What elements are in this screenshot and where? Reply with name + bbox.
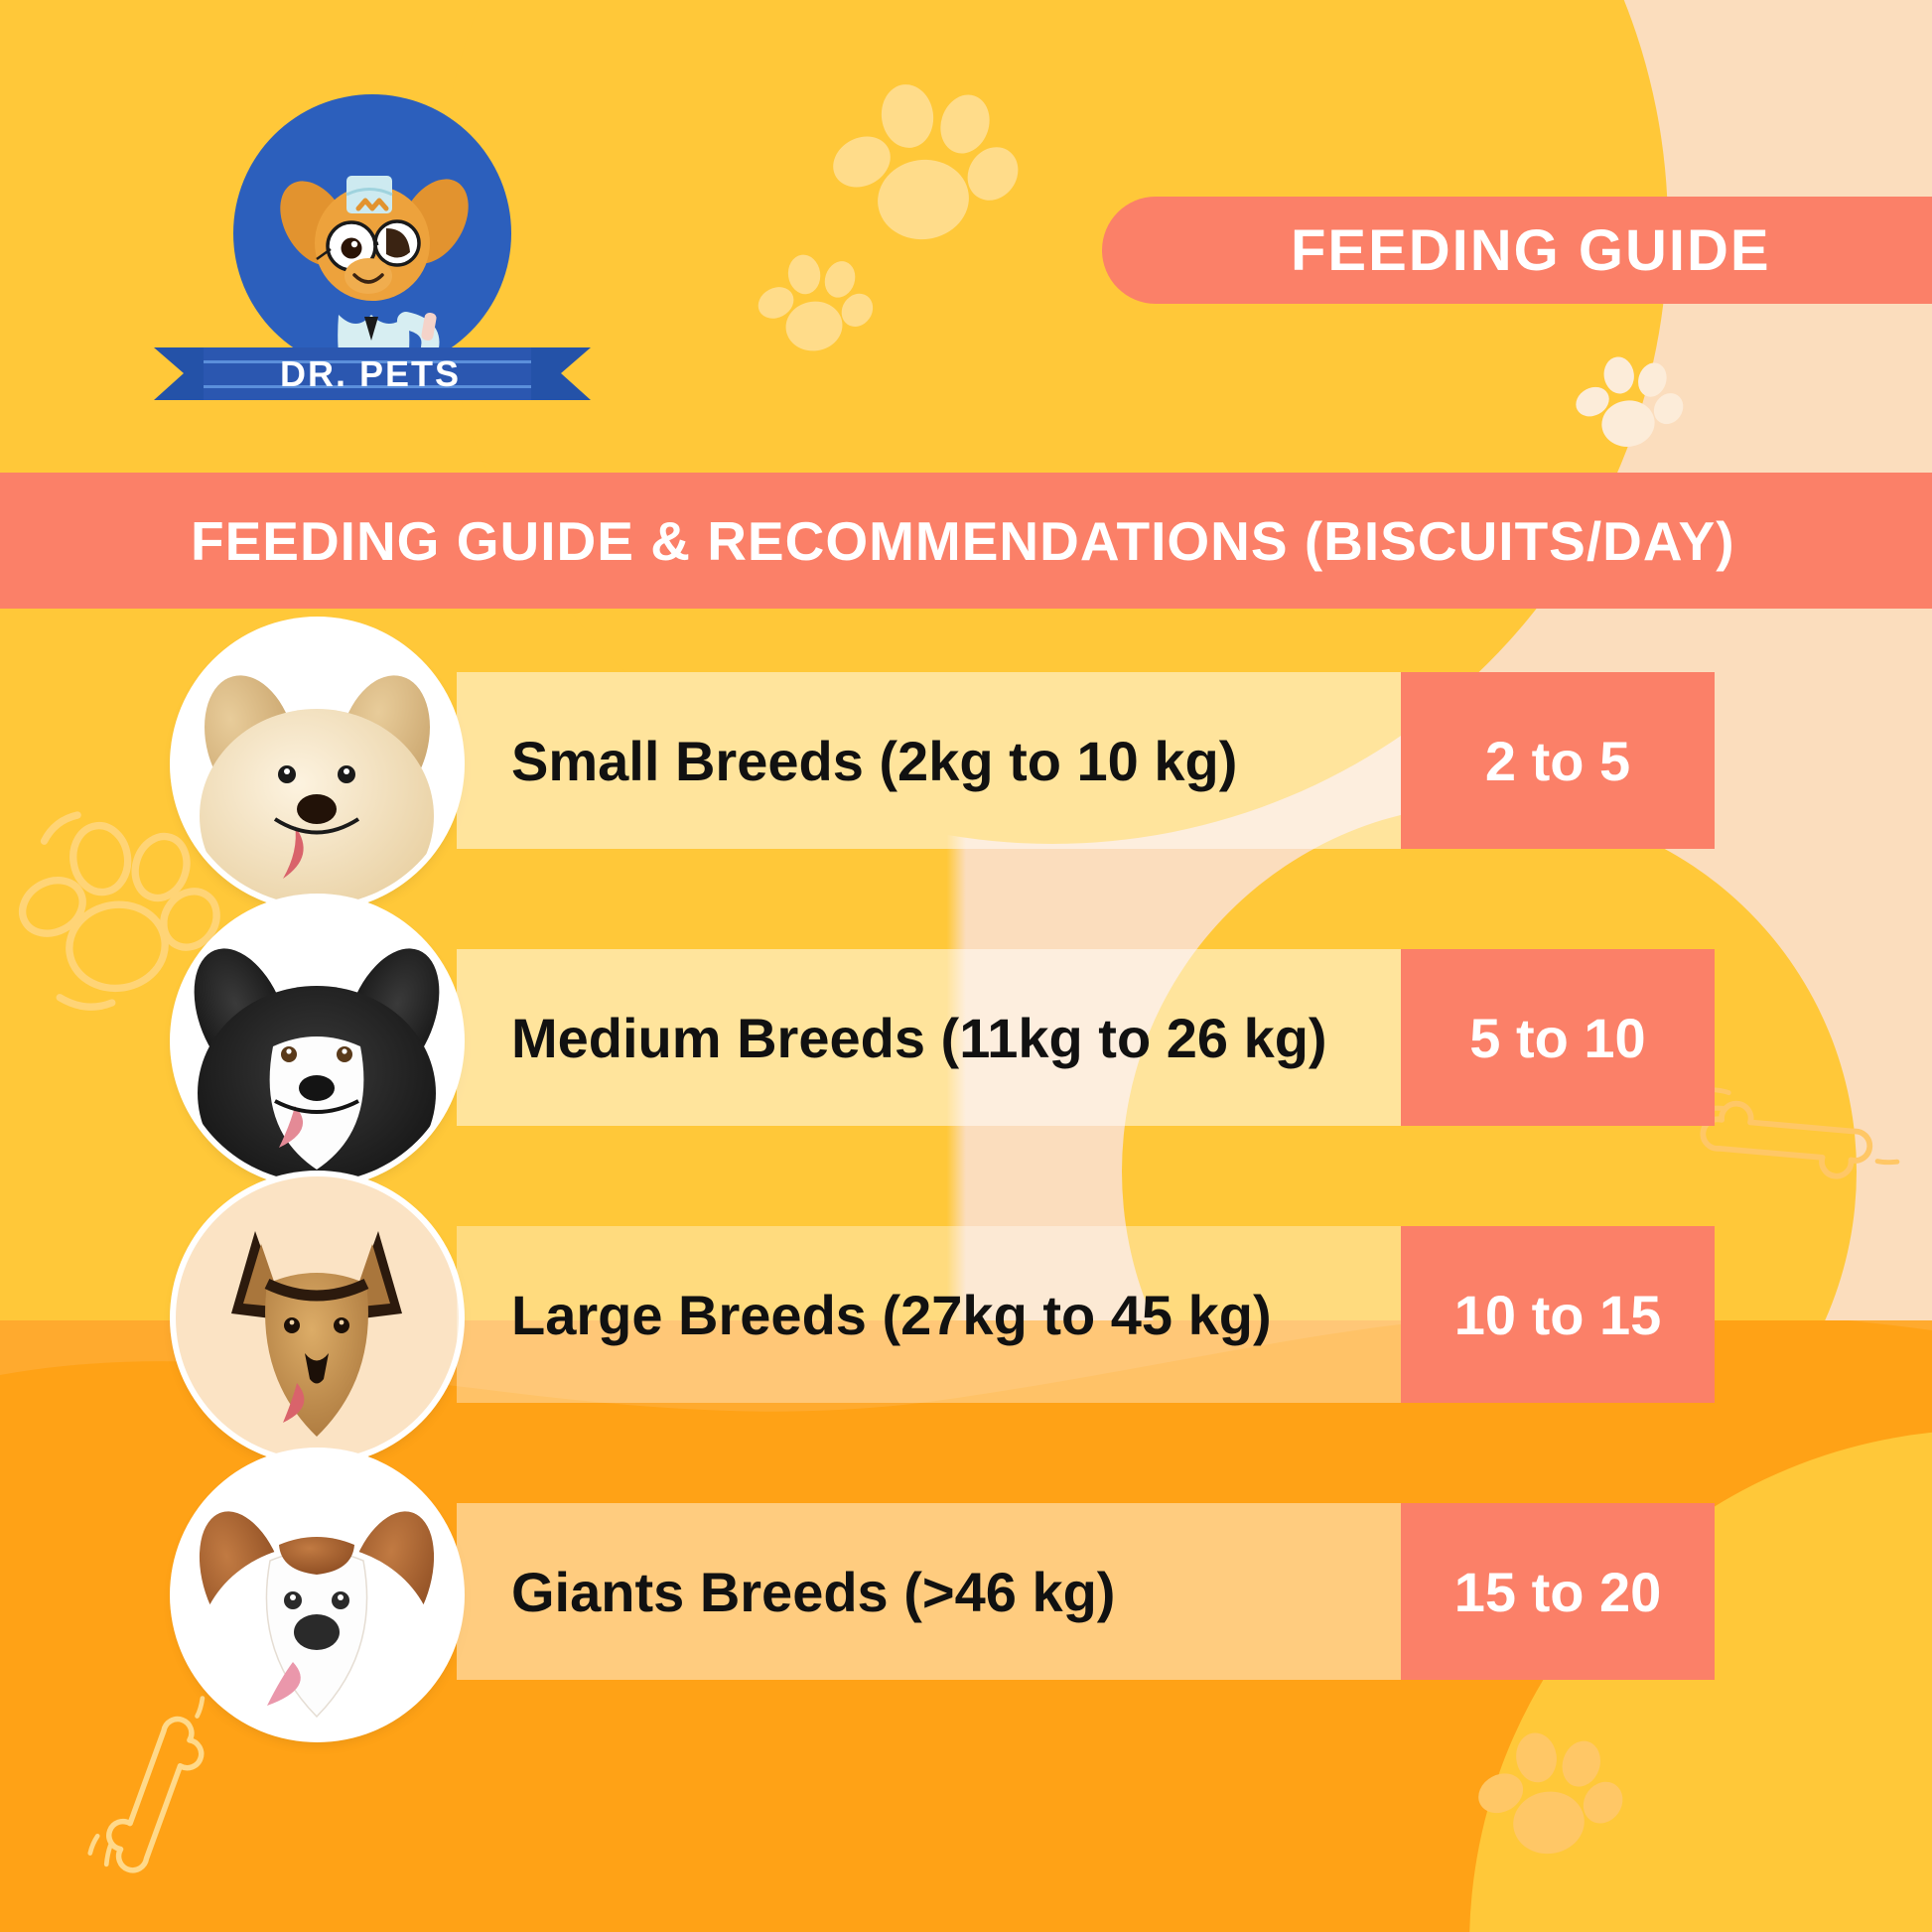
svg-text:DR. PETS: DR. PETS — [280, 353, 461, 394]
